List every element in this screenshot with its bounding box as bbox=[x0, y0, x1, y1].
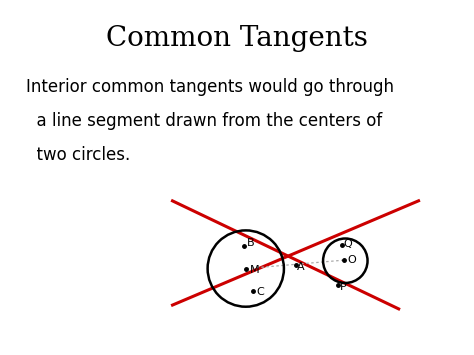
Text: two circles.: two circles. bbox=[26, 146, 130, 164]
Text: B: B bbox=[247, 238, 255, 248]
Text: a line segment drawn from the centers of: a line segment drawn from the centers of bbox=[26, 112, 383, 130]
Text: P: P bbox=[340, 282, 346, 291]
Text: A: A bbox=[297, 262, 305, 272]
Text: C: C bbox=[257, 288, 264, 297]
Text: Common Tangents: Common Tangents bbox=[106, 25, 368, 52]
Text: Interior common tangents would go through: Interior common tangents would go throug… bbox=[26, 78, 394, 96]
Text: M: M bbox=[250, 264, 260, 274]
Text: O: O bbox=[347, 255, 356, 265]
Text: Q: Q bbox=[343, 239, 352, 248]
